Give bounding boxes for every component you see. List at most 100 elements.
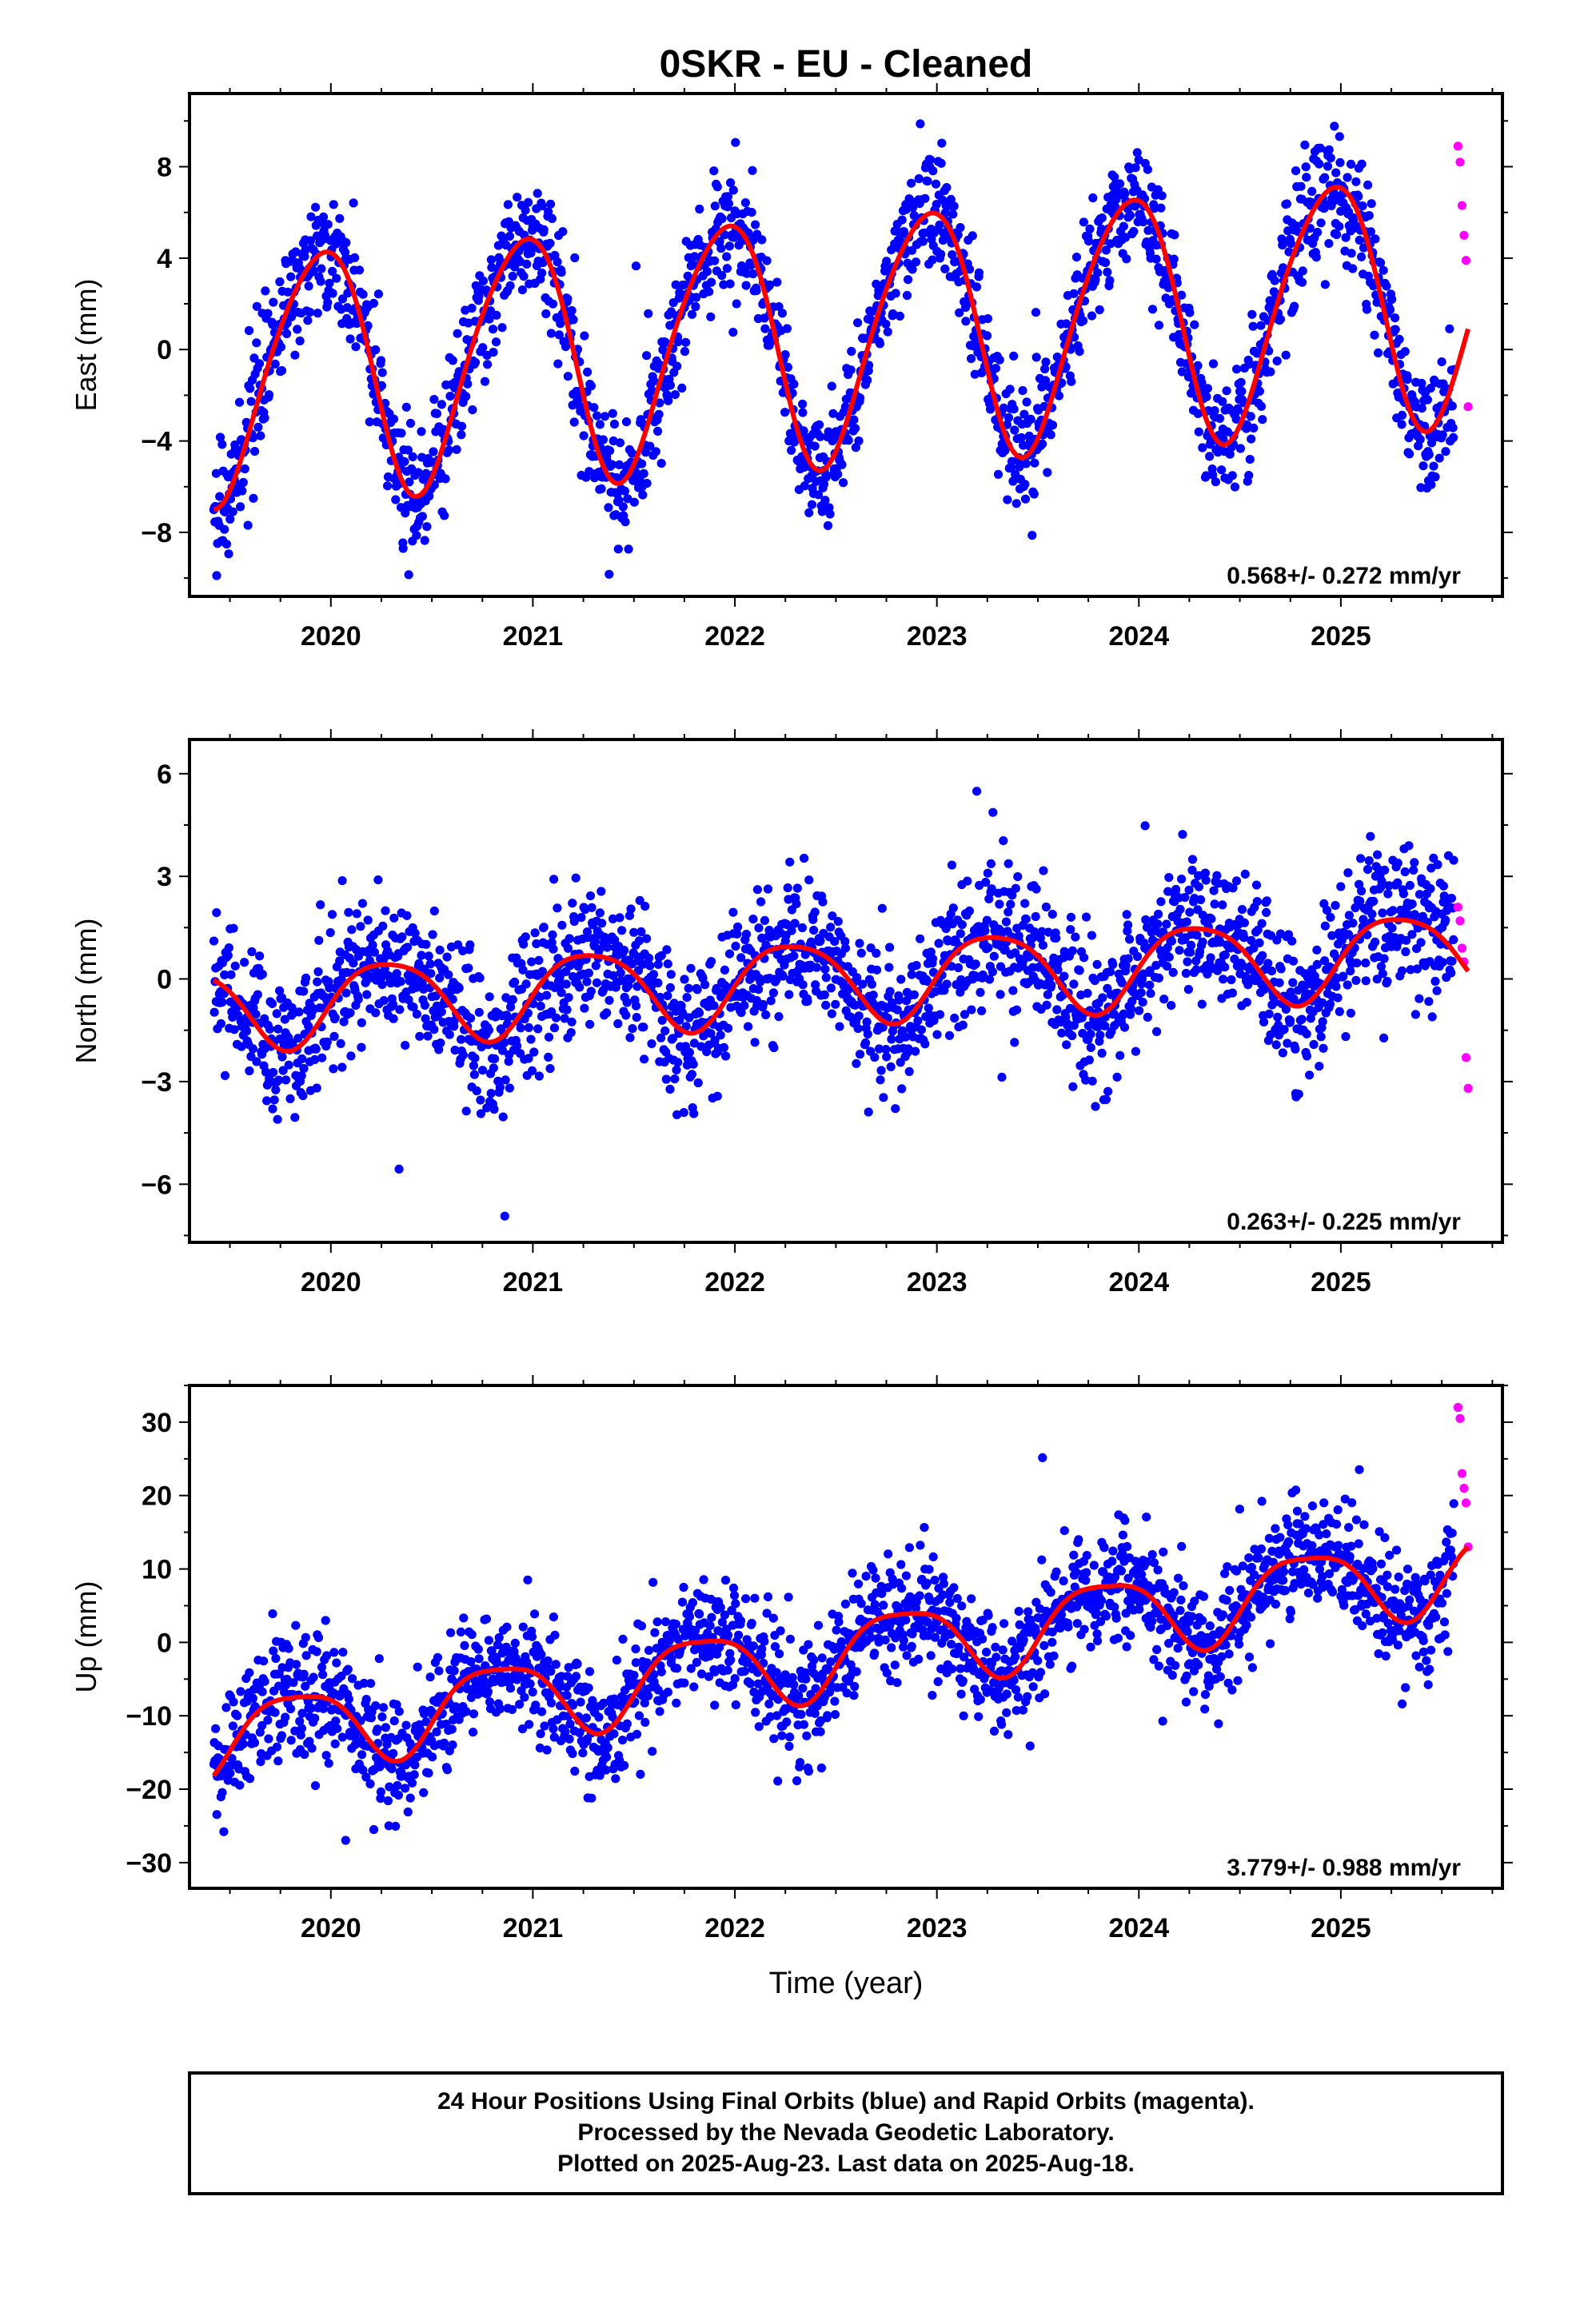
final-point [1320, 173, 1329, 182]
final-point [1290, 302, 1299, 311]
final-point [774, 1012, 783, 1021]
final-point [694, 1078, 703, 1087]
final-point [879, 1093, 888, 1102]
final-point [1228, 471, 1237, 480]
final-point [640, 469, 648, 478]
final-point [1095, 1030, 1104, 1039]
final-point [1312, 946, 1321, 955]
final-point [975, 269, 984, 277]
final-point [404, 1808, 413, 1816]
final-point [558, 227, 567, 236]
final-point [1252, 881, 1261, 890]
final-point [548, 214, 557, 223]
final-point [471, 358, 480, 367]
final-point [1295, 1090, 1303, 1098]
final-point [261, 413, 269, 422]
final-point [1249, 322, 1258, 331]
final-point [950, 201, 959, 210]
final-point [603, 943, 612, 952]
final-point [329, 200, 338, 209]
final-point [405, 570, 413, 579]
final-point [887, 1062, 896, 1071]
final-point [229, 508, 237, 516]
final-point [436, 946, 445, 955]
final-point [335, 214, 344, 223]
final-point [540, 225, 549, 234]
final-point [662, 1074, 671, 1083]
final-point [378, 369, 387, 377]
final-point [544, 1053, 553, 1062]
final-point [313, 978, 321, 987]
final-point [821, 1001, 830, 1010]
final-point [212, 908, 221, 917]
final-point [533, 189, 542, 197]
final-point [772, 277, 781, 286]
final-point [235, 398, 244, 407]
final-point [531, 928, 540, 937]
final-point [820, 991, 829, 999]
final-point [852, 1059, 860, 1068]
final-point [1088, 193, 1097, 202]
final-point [1426, 480, 1435, 489]
final-point [1330, 122, 1339, 130]
final-point [1319, 1017, 1327, 1026]
final-point [271, 360, 280, 369]
final-point [322, 1751, 331, 1760]
final-point [313, 1647, 321, 1656]
final-point [245, 1774, 254, 1783]
final-point [526, 1680, 535, 1688]
final-point [1380, 866, 1389, 875]
final-point [1217, 465, 1226, 474]
final-point [575, 983, 584, 991]
final-point [908, 971, 916, 979]
final-point [837, 460, 846, 469]
final-point [907, 179, 916, 188]
final-point [1010, 425, 1019, 434]
final-point [1361, 959, 1370, 967]
final-point [440, 1739, 449, 1748]
final-point [346, 334, 355, 343]
final-point [384, 1796, 393, 1805]
final-point [592, 979, 601, 987]
final-point [519, 1623, 528, 1632]
final-point [468, 405, 477, 414]
final-point [657, 459, 666, 468]
y-tick-label: −6 [141, 1170, 172, 1200]
final-point [1438, 357, 1446, 366]
final-point [476, 974, 485, 983]
final-point [1315, 160, 1323, 169]
final-point [542, 991, 551, 999]
final-point [397, 932, 406, 941]
final-point [485, 992, 494, 1001]
final-point [501, 1212, 509, 1221]
final-point [1006, 385, 1015, 393]
final-point [710, 257, 719, 265]
final-point [375, 1654, 384, 1663]
final-point [247, 947, 256, 956]
final-point [1409, 866, 1418, 875]
final-point [300, 1750, 309, 1759]
final-point [769, 1043, 778, 1052]
final-point [390, 1716, 399, 1725]
final-point [855, 1011, 864, 1020]
final-point [1398, 420, 1406, 429]
final-point [1411, 1010, 1420, 1018]
final-point [1075, 966, 1084, 975]
final-point [377, 1712, 386, 1721]
final-point [1418, 461, 1427, 470]
final-point [1258, 951, 1267, 960]
chart-title: 0SKR - EU - Cleaned [660, 43, 1033, 86]
final-point [1298, 1015, 1307, 1023]
final-point [808, 915, 817, 924]
final-point [892, 289, 900, 297]
final-point [620, 487, 629, 496]
final-point [397, 977, 405, 986]
final-point [605, 446, 614, 455]
final-point [1276, 315, 1285, 324]
final-point [884, 328, 892, 337]
final-point [537, 1650, 545, 1659]
final-point [1003, 496, 1011, 504]
final-point [263, 1716, 272, 1724]
final-point [423, 1031, 432, 1040]
